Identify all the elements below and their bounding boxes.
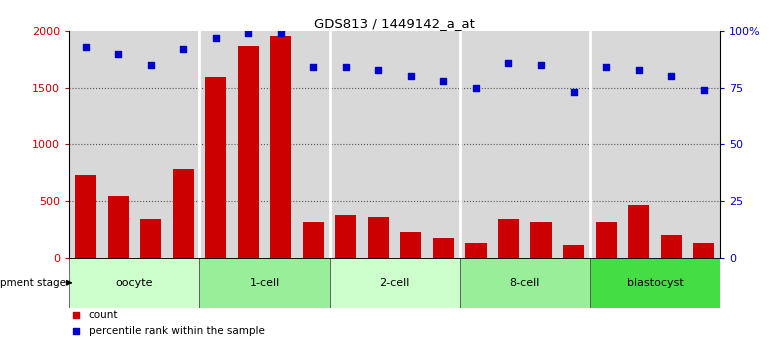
Bar <box>135 31 167 258</box>
Bar <box>563 245 584 258</box>
Bar <box>590 258 720 308</box>
Bar <box>531 223 551 258</box>
Bar <box>595 223 617 258</box>
Point <box>177 47 189 52</box>
Bar <box>238 46 259 258</box>
Point <box>437 78 450 83</box>
Bar <box>460 31 492 258</box>
Text: development stage: development stage <box>0 278 66 288</box>
Point <box>112 51 124 57</box>
Point <box>69 328 82 333</box>
Title: GDS813 / 1449142_a_at: GDS813 / 1449142_a_at <box>314 17 475 30</box>
Bar <box>330 258 460 308</box>
Bar <box>297 31 330 258</box>
Point <box>502 60 514 66</box>
Point <box>145 62 157 68</box>
Text: blastocyst: blastocyst <box>627 278 683 288</box>
Point <box>340 65 352 70</box>
Bar <box>655 31 688 258</box>
Point <box>470 85 482 90</box>
Bar <box>465 243 487 258</box>
Bar <box>199 31 232 258</box>
Point <box>665 73 678 79</box>
Point <box>69 313 82 318</box>
Point <box>79 44 92 50</box>
Bar <box>400 231 421 258</box>
Bar <box>172 169 194 258</box>
Bar <box>205 78 226 258</box>
Bar <box>270 36 291 258</box>
Text: 1-cell: 1-cell <box>249 278 280 288</box>
Bar <box>590 31 622 258</box>
Point <box>307 65 320 70</box>
Point <box>242 31 254 36</box>
Bar <box>688 31 720 258</box>
Point <box>600 65 612 70</box>
Bar <box>69 258 199 308</box>
Point <box>209 35 222 41</box>
Bar <box>265 31 297 258</box>
Bar <box>330 31 362 258</box>
Point <box>372 67 384 72</box>
Bar <box>433 238 454 258</box>
Bar <box>75 175 96 258</box>
Point <box>405 73 417 79</box>
Bar <box>69 31 102 258</box>
Point <box>632 67 644 72</box>
Bar <box>427 31 460 258</box>
Bar <box>232 31 265 258</box>
Bar <box>622 31 655 258</box>
Bar <box>335 215 357 258</box>
Bar <box>525 31 557 258</box>
Bar <box>108 196 129 258</box>
Bar <box>368 217 389 258</box>
Text: count: count <box>89 310 119 321</box>
Point <box>567 89 580 95</box>
Bar <box>199 258 330 308</box>
Bar <box>303 223 324 258</box>
Point <box>275 31 287 36</box>
Bar <box>460 258 590 308</box>
Bar <box>661 236 681 258</box>
Bar <box>557 31 590 258</box>
Bar <box>167 31 199 258</box>
Bar <box>140 219 161 258</box>
Point <box>535 62 547 68</box>
Bar <box>693 243 715 258</box>
Text: oocyte: oocyte <box>116 278 153 288</box>
Bar <box>394 31 427 258</box>
Text: 8-cell: 8-cell <box>510 278 540 288</box>
Text: 2-cell: 2-cell <box>380 278 410 288</box>
Text: percentile rank within the sample: percentile rank within the sample <box>89 326 265 336</box>
Bar <box>628 206 649 258</box>
Bar <box>492 31 525 258</box>
Point <box>698 87 710 93</box>
Bar <box>498 219 519 258</box>
Bar <box>362 31 395 258</box>
Bar <box>102 31 135 258</box>
